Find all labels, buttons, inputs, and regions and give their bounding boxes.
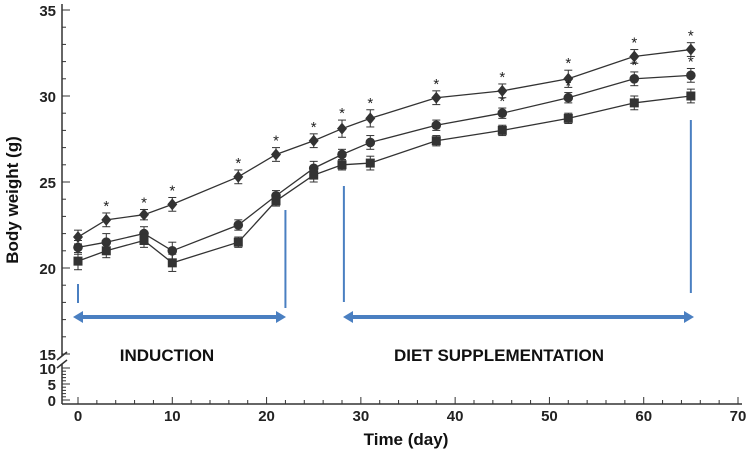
data-point-square (365, 158, 375, 168)
diet-supplementation-arrow-head-left (343, 311, 353, 323)
x-tick-label: 0 (74, 408, 82, 425)
data-point-diamond (497, 84, 508, 97)
axis-break-mark-bottom (56, 359, 68, 369)
x-tick-label: 40 (447, 408, 464, 425)
data-point-square (337, 160, 347, 170)
induction-arrow-head-right (276, 311, 286, 323)
data-point-diamond (233, 170, 244, 183)
data-point-circle (73, 242, 83, 253)
significance-star: * (688, 28, 694, 45)
data-point-diamond (139, 208, 149, 221)
data-point-square (563, 113, 573, 123)
data-point-square (686, 91, 696, 101)
x-tick-label: 10 (164, 408, 181, 425)
data-point-diamond (431, 91, 442, 104)
data-point-circle (233, 220, 244, 230)
significance-star: * (235, 155, 241, 172)
y-tick-label: 20 (39, 261, 56, 278)
y-tick-label: 35 (39, 3, 56, 20)
phase-label-induction: INDUCTION (120, 346, 214, 365)
diet-supplementation-arrow (343, 311, 694, 323)
data-point-circle (365, 137, 376, 148)
data-point-square (167, 258, 177, 268)
significance-star: * (631, 57, 637, 74)
data-point-square (73, 256, 83, 266)
data-series: * * * * * * * * * * * * * * * * * (73, 28, 696, 272)
data-point-square (101, 246, 111, 256)
data-point-circle (101, 237, 112, 247)
y-tick-label: 30 (39, 89, 56, 106)
data-point-diamond (629, 50, 640, 63)
series-line-square (77, 95, 691, 264)
data-point-circle (497, 108, 508, 118)
data-point-diamond (563, 72, 574, 85)
significance-star: * (565, 55, 571, 72)
data-point-circle (629, 74, 640, 84)
data-point-diamond (685, 43, 696, 56)
diet-supplementation-arrow-head-right (684, 311, 694, 323)
significance-star: * (631, 35, 637, 52)
x-tick-label: 20 (258, 408, 275, 425)
data-point-diamond (365, 112, 376, 125)
series-circle: * * * * (73, 53, 696, 260)
data-point-square (309, 170, 319, 180)
significance-star: * (339, 105, 345, 122)
data-point-square (629, 98, 639, 108)
significance-star: * (169, 182, 175, 199)
significance-star: * (273, 133, 279, 150)
significance-star: * (367, 95, 373, 112)
data-point-circle (167, 246, 178, 256)
series-square (73, 88, 696, 272)
significance-star: * (141, 195, 147, 212)
data-point-square (139, 235, 149, 245)
significance-star: * (565, 78, 571, 95)
data-point-circle (337, 149, 347, 160)
series-line-diamond (77, 48, 691, 238)
y-axis-title: Body weight (g) (3, 136, 22, 263)
x-tick-label: 50 (541, 408, 558, 425)
data-point-circle (686, 70, 696, 81)
significance-star: * (433, 76, 439, 93)
significance-star: * (499, 69, 505, 86)
x-tick-label: 70 (730, 408, 747, 425)
significance-star: * (688, 53, 694, 70)
induction-arrow-head-left (73, 311, 83, 323)
data-point-square (497, 125, 507, 135)
phase-label-diet-supplementation: DIET SUPPLEMENTATION (394, 346, 604, 365)
data-point-square (431, 136, 441, 146)
y-tick-label: 10 (39, 361, 56, 378)
data-point-diamond (167, 198, 178, 211)
x-tick-label: 30 (353, 408, 370, 425)
series-diamond: * * * * * * * * * * * * * (73, 28, 696, 245)
significance-star: * (311, 119, 317, 136)
y-tick-label: 5 (48, 377, 56, 394)
y-tick-label: 15 (39, 347, 56, 364)
y-tick-label: 25 (39, 175, 56, 192)
data-point-diamond (337, 122, 347, 135)
data-point-square (233, 237, 243, 247)
data-point-circle (431, 120, 442, 131)
induction-arrow (73, 311, 286, 323)
phase-annotations: INDUCTION DIET SUPPLEMENTATION (73, 120, 694, 365)
series-line-circle (77, 74, 691, 252)
data-point-square (271, 196, 281, 206)
data-point-diamond (101, 213, 112, 226)
x-axis-title: Time (day) (364, 430, 449, 449)
significance-star: * (103, 198, 109, 215)
data-point-diamond (271, 148, 281, 161)
significance-star: * (499, 93, 505, 110)
y-tick-label: 0 (48, 393, 56, 410)
data-point-diamond (308, 134, 319, 147)
x-tick-label: 60 (635, 408, 652, 425)
data-point-circle (563, 92, 574, 103)
axis-break-mark-top (56, 351, 68, 361)
